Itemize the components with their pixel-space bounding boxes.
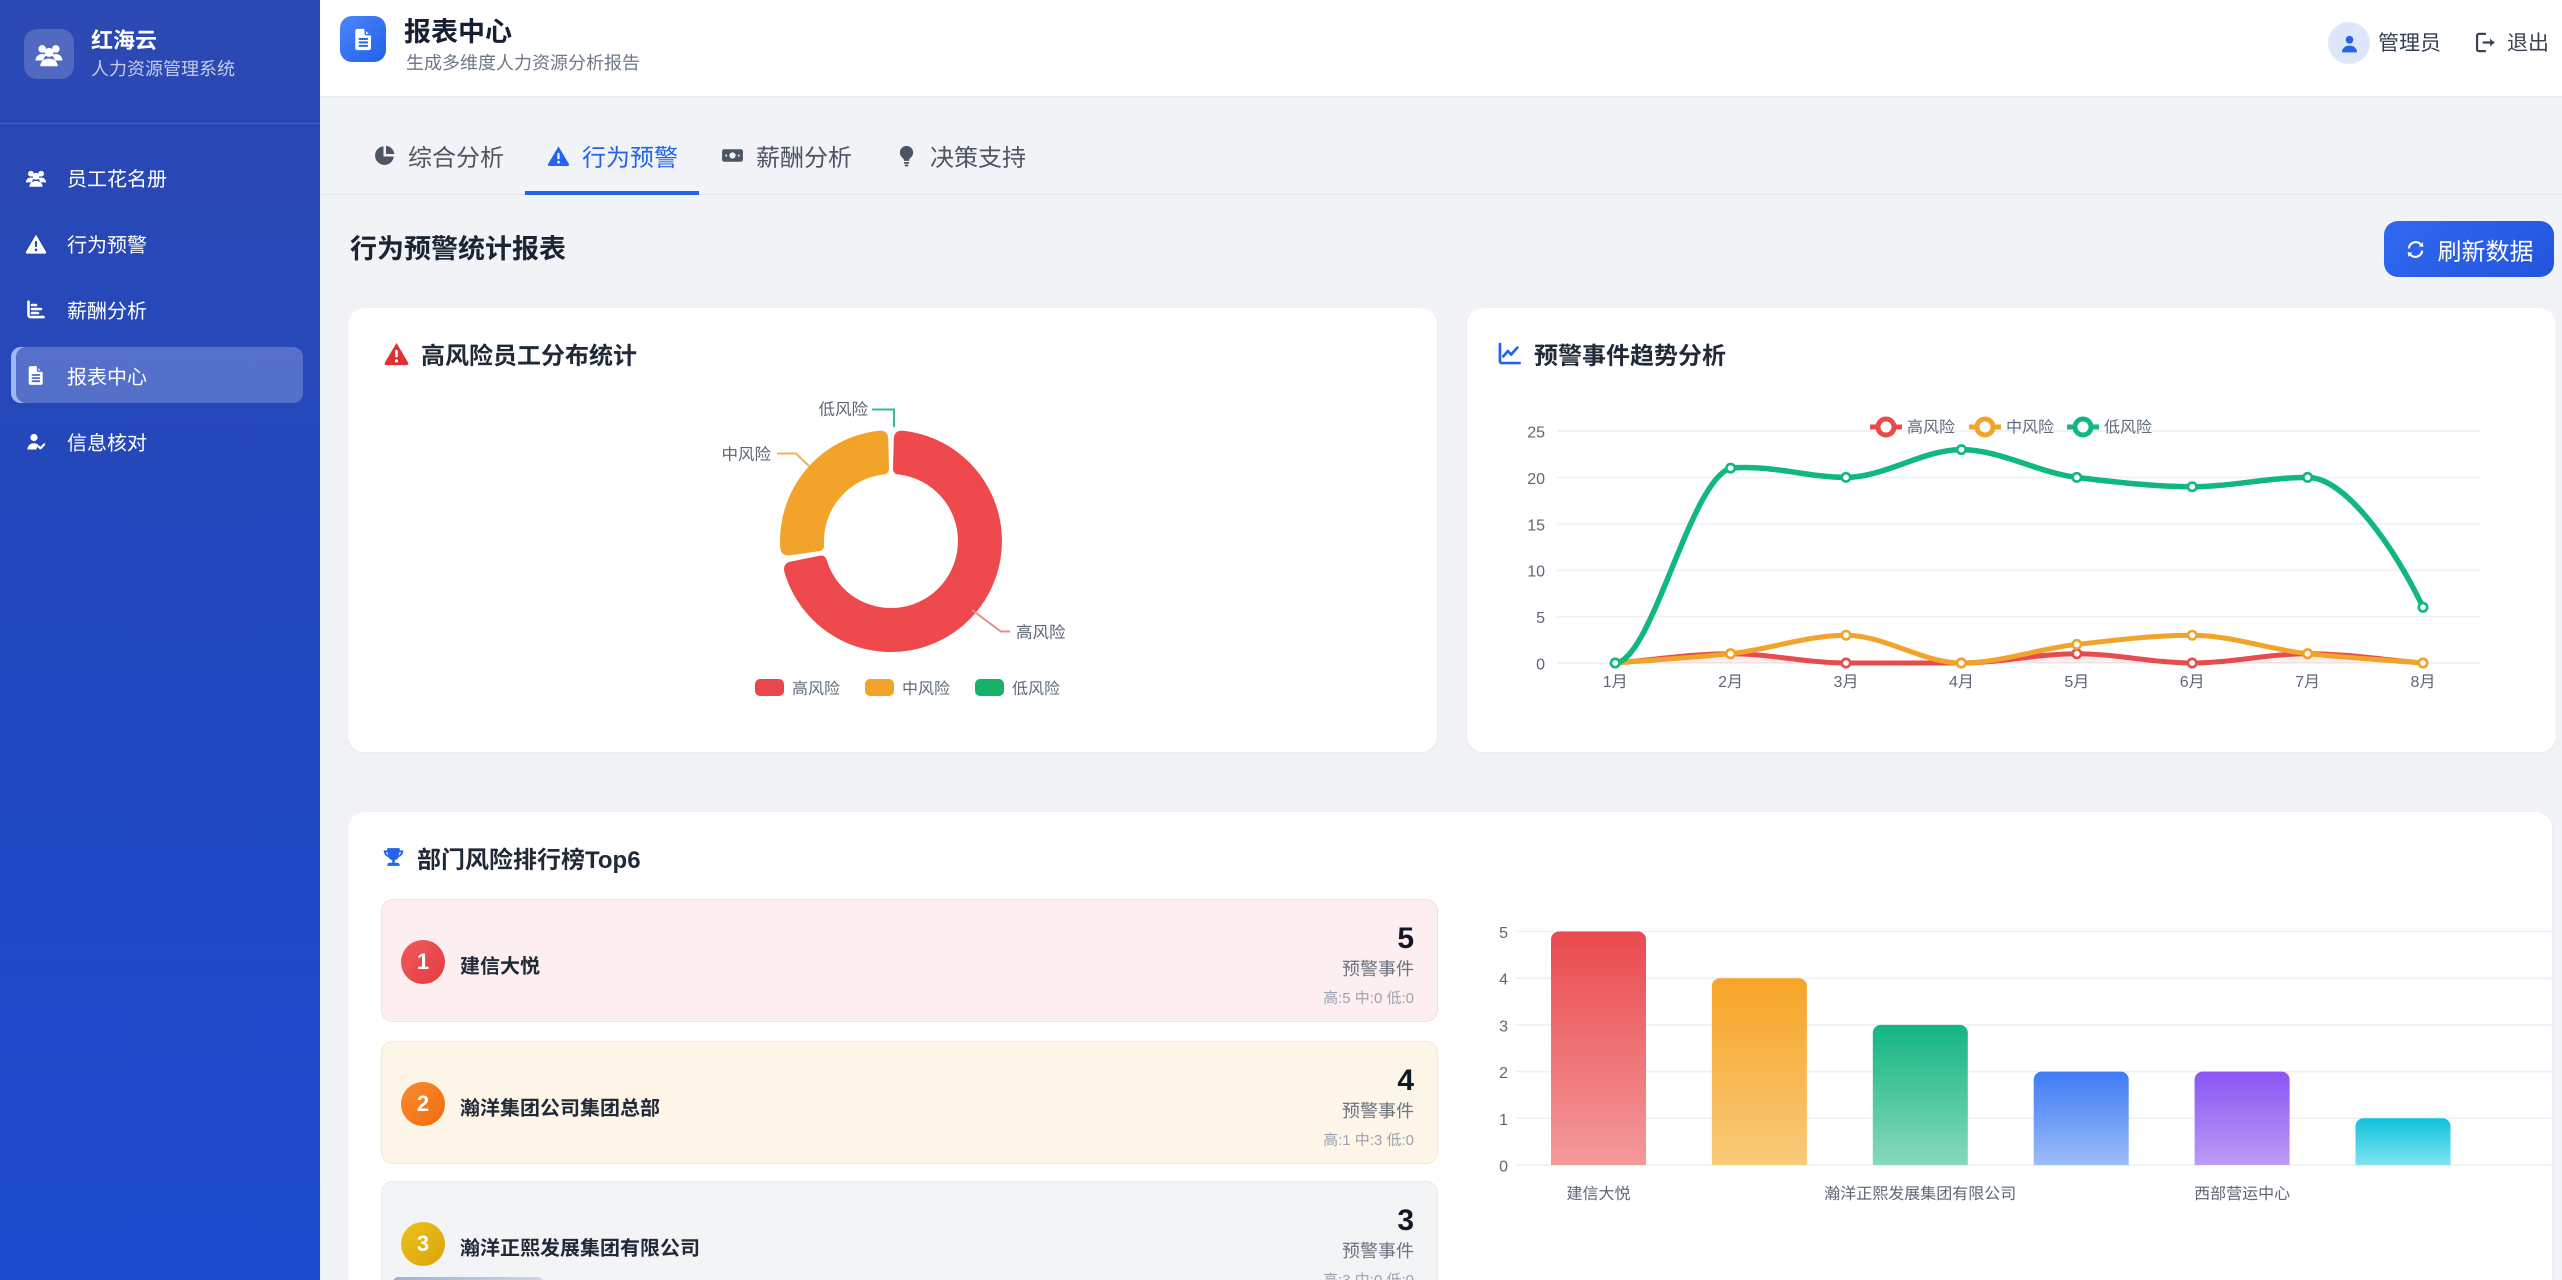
svg-text:4月: 4月: [1949, 674, 1974, 691]
svg-text:1: 1: [1499, 1112, 1508, 1129]
svg-text:3月: 3月: [1834, 674, 1859, 691]
svg-text:高风险: 高风险: [792, 680, 840, 698]
svg-text:2: 2: [1499, 1065, 1508, 1082]
svg-text:4: 4: [1499, 972, 1508, 989]
svg-text:5月: 5月: [2064, 674, 2089, 691]
svg-text:高风险: 高风险: [1907, 419, 1955, 437]
svg-text:0: 0: [1536, 657, 1545, 674]
svg-text:20: 20: [1527, 471, 1545, 488]
svg-text:1月: 1月: [1603, 674, 1628, 691]
svg-text:10: 10: [1527, 564, 1545, 581]
svg-text:中风险: 中风险: [2006, 419, 2054, 437]
svg-text:瀚洋正熙发展集团有限公司: 瀚洋正熙发展集团有限公司: [1824, 1185, 2016, 1203]
svg-text:6月: 6月: [2180, 674, 2205, 691]
svg-text:高风险: 高风险: [1016, 624, 1066, 642]
svg-text:低风险: 低风险: [1012, 680, 1060, 698]
svg-text:8月: 8月: [2411, 674, 2436, 691]
svg-text:2月: 2月: [1718, 674, 1743, 691]
svg-text:5: 5: [1499, 925, 1508, 942]
svg-text:5: 5: [1536, 610, 1545, 627]
svg-text:中风险: 中风险: [902, 680, 950, 698]
svg-text:7月: 7月: [2295, 674, 2320, 691]
svg-text:3: 3: [1499, 1018, 1508, 1035]
svg-text:低风险: 低风险: [819, 401, 869, 419]
svg-text:中风险: 中风险: [722, 446, 772, 464]
svg-text:建信大悦: 建信大悦: [1566, 1185, 1630, 1203]
svg-text:0: 0: [1499, 1159, 1508, 1176]
svg-text:15: 15: [1527, 517, 1545, 534]
svg-text:西部营运中心: 西部营运中心: [2194, 1185, 2290, 1203]
svg-text:低风险: 低风险: [2104, 419, 2152, 437]
svg-text:25: 25: [1527, 425, 1545, 442]
